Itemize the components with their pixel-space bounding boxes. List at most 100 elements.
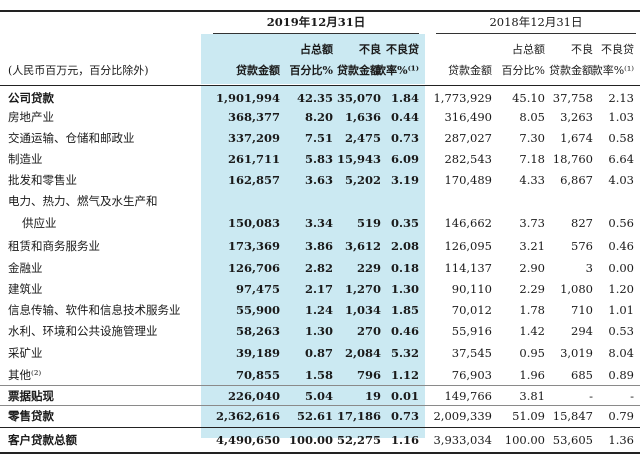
cell-2018-col1: 316,490 — [444, 110, 492, 124]
cell-2018-col1: 126,095 — [444, 239, 492, 253]
cell-2018-col4: 1.01 — [608, 303, 634, 317]
cell-2019-col3: 1,636 — [344, 110, 381, 124]
cell-2018-col4: 0.58 — [608, 131, 634, 145]
cell-2019-col4: 0.01 — [390, 389, 419, 403]
cell-2018-col3: 37,758 — [552, 91, 593, 105]
row-label: 电力、热力、燃气及水生产和 — [8, 194, 158, 208]
header-2019-col4-line1: 不良贷 — [386, 43, 419, 56]
cell-2019-col4: 5.32 — [390, 346, 419, 360]
cell-2018-col1: 55,916 — [451, 324, 492, 338]
row-label: 信息传输、软件和信息技术服务业 — [8, 303, 181, 317]
cell-2019-col2: 8.20 — [304, 110, 333, 124]
cell-2018-col2: 45.10 — [512, 91, 545, 105]
cell-2018-col1: 146,662 — [444, 216, 492, 230]
header-2019: 2019年12月31日 — [266, 15, 366, 29]
cell-2019-col3: 519 — [356, 216, 381, 230]
cell-2018-col4: 0.53 — [608, 324, 634, 338]
cell-2018-col3: 827 — [571, 216, 593, 230]
cell-2018-col4: 0.46 — [608, 239, 634, 253]
cell-2019-col3: 15,943 — [336, 152, 381, 166]
cell-2019-col2: 1.24 — [304, 303, 333, 317]
cell-2019-col1: 4,490,650 — [215, 433, 280, 447]
cell-2019-col4: 0.35 — [390, 216, 419, 230]
cell-2018-col2: 100.00 — [504, 433, 545, 447]
cell-2018-col1: 37,545 — [451, 346, 492, 360]
header-2018-col3-line1: 不良 — [571, 43, 593, 56]
cell-2019-col1: 55,900 — [235, 303, 280, 317]
cell-2019-col3: 796 — [356, 368, 381, 382]
cell-2018-col1: 76,903 — [451, 368, 492, 382]
cell-2019-col2: 2.17 — [304, 282, 333, 296]
cell-2019-col2: 52.61 — [296, 409, 333, 423]
cell-2018-col4: 8.04 — [608, 346, 634, 360]
cell-2018-col2: 3.73 — [519, 216, 545, 230]
cell-2019-col2: 5.04 — [304, 389, 333, 403]
cell-2019-col3: 2,084 — [344, 346, 381, 360]
rule-before-total — [0, 427, 640, 428]
row-label: 零售贷款 — [8, 409, 54, 423]
cell-2018-col3: 710 — [571, 303, 593, 317]
cell-2018-col1: 282,543 — [444, 152, 492, 166]
cell-2019-col2: 100.00 — [288, 433, 333, 447]
cell-2018-col2: 3.81 — [519, 389, 545, 403]
cell-2019-col4: 1.84 — [390, 91, 419, 105]
cell-2018-col3: 294 — [571, 324, 593, 338]
cell-2018-col4: 0.79 — [608, 409, 634, 423]
header-2018-col4-line2: 款率%⁽¹⁾ — [591, 64, 634, 77]
cell-2018-col1: 90,110 — [451, 282, 492, 296]
cell-2018-col2: 51.09 — [512, 409, 545, 423]
cell-2018-col3: 15,847 — [552, 409, 593, 423]
header-2019-col1-line2: 贷款金额 — [236, 64, 280, 77]
cell-2018-col3: 1,080 — [560, 282, 593, 296]
cell-2018-col4: 0.89 — [608, 368, 634, 382]
group-underline-2019 — [213, 33, 419, 34]
header-2018-col2-line2: 百分比% — [501, 64, 545, 77]
cell-2018-col2: 7.18 — [519, 152, 545, 166]
header-2019-col3-line2: 贷款金额 — [337, 64, 381, 77]
cell-2019-col1: 126,706 — [227, 261, 280, 275]
cell-2018-col3: 53,605 — [552, 433, 593, 447]
cell-2018-col1: 170,489 — [444, 173, 492, 187]
cell-2019-col1: 58,263 — [235, 324, 280, 338]
cell-2019-col1: 162,857 — [227, 173, 280, 187]
rule-after-other — [0, 385, 640, 386]
cell-2019-col1: 173,369 — [227, 239, 280, 253]
cell-2019-col4: 0.44 — [390, 110, 419, 124]
group-underline-2018 — [436, 33, 636, 34]
cell-2019-col2: 3.63 — [304, 173, 333, 187]
cell-2018-col1: 70,012 — [451, 303, 492, 317]
cell-2019-col1: 261,711 — [227, 152, 280, 166]
cell-2019-col2: 3.86 — [304, 239, 333, 253]
cell-2019-col4: 1.30 — [390, 282, 419, 296]
cell-2018-col4: 1.36 — [608, 433, 634, 447]
row-label: 采矿业 — [8, 346, 43, 360]
cell-2019-col4: 0.73 — [390, 409, 419, 423]
cell-2019-col4: 6.09 — [390, 152, 419, 166]
cell-2018-col2: 3.21 — [519, 239, 545, 253]
header-2018-col2-line1: 占总额 — [512, 43, 545, 56]
cell-2019-col4: 1.85 — [390, 303, 419, 317]
row-label: 公司贷款 — [8, 91, 54, 105]
row-label: 其他⁽²⁾ — [8, 368, 42, 382]
cell-2019-col1: 368,377 — [227, 110, 280, 124]
highlight-2019-body — [201, 86, 425, 438]
cell-2018-col3: 18,760 — [552, 152, 593, 166]
rule-after-discount — [0, 405, 640, 406]
header-2018-col4-line1: 不良贷 — [601, 43, 634, 56]
cell-2019-col3: 5,202 — [344, 173, 381, 187]
cell-2019-col3: 270 — [356, 324, 381, 338]
cell-2019-col2: 1.58 — [304, 368, 333, 382]
cell-2019-col4: 0.18 — [390, 261, 419, 275]
cell-2019-col1: 70,855 — [235, 368, 280, 382]
cell-2018-col1: 287,027 — [444, 131, 492, 145]
cell-2018-col4: 1.20 — [608, 282, 634, 296]
cell-2018-col3: 576 — [571, 239, 593, 253]
header-bottom-rule — [0, 85, 640, 86]
cell-2018-col2: 1.78 — [519, 303, 545, 317]
cell-2019-col2: 42.35 — [296, 91, 333, 105]
cell-2019-col1: 1,901,994 — [215, 91, 280, 105]
cell-2018-col1: 1,773,929 — [433, 91, 492, 105]
cell-2019-col3: 1,034 — [344, 303, 381, 317]
cell-2018-col4: 1.03 — [608, 110, 634, 124]
